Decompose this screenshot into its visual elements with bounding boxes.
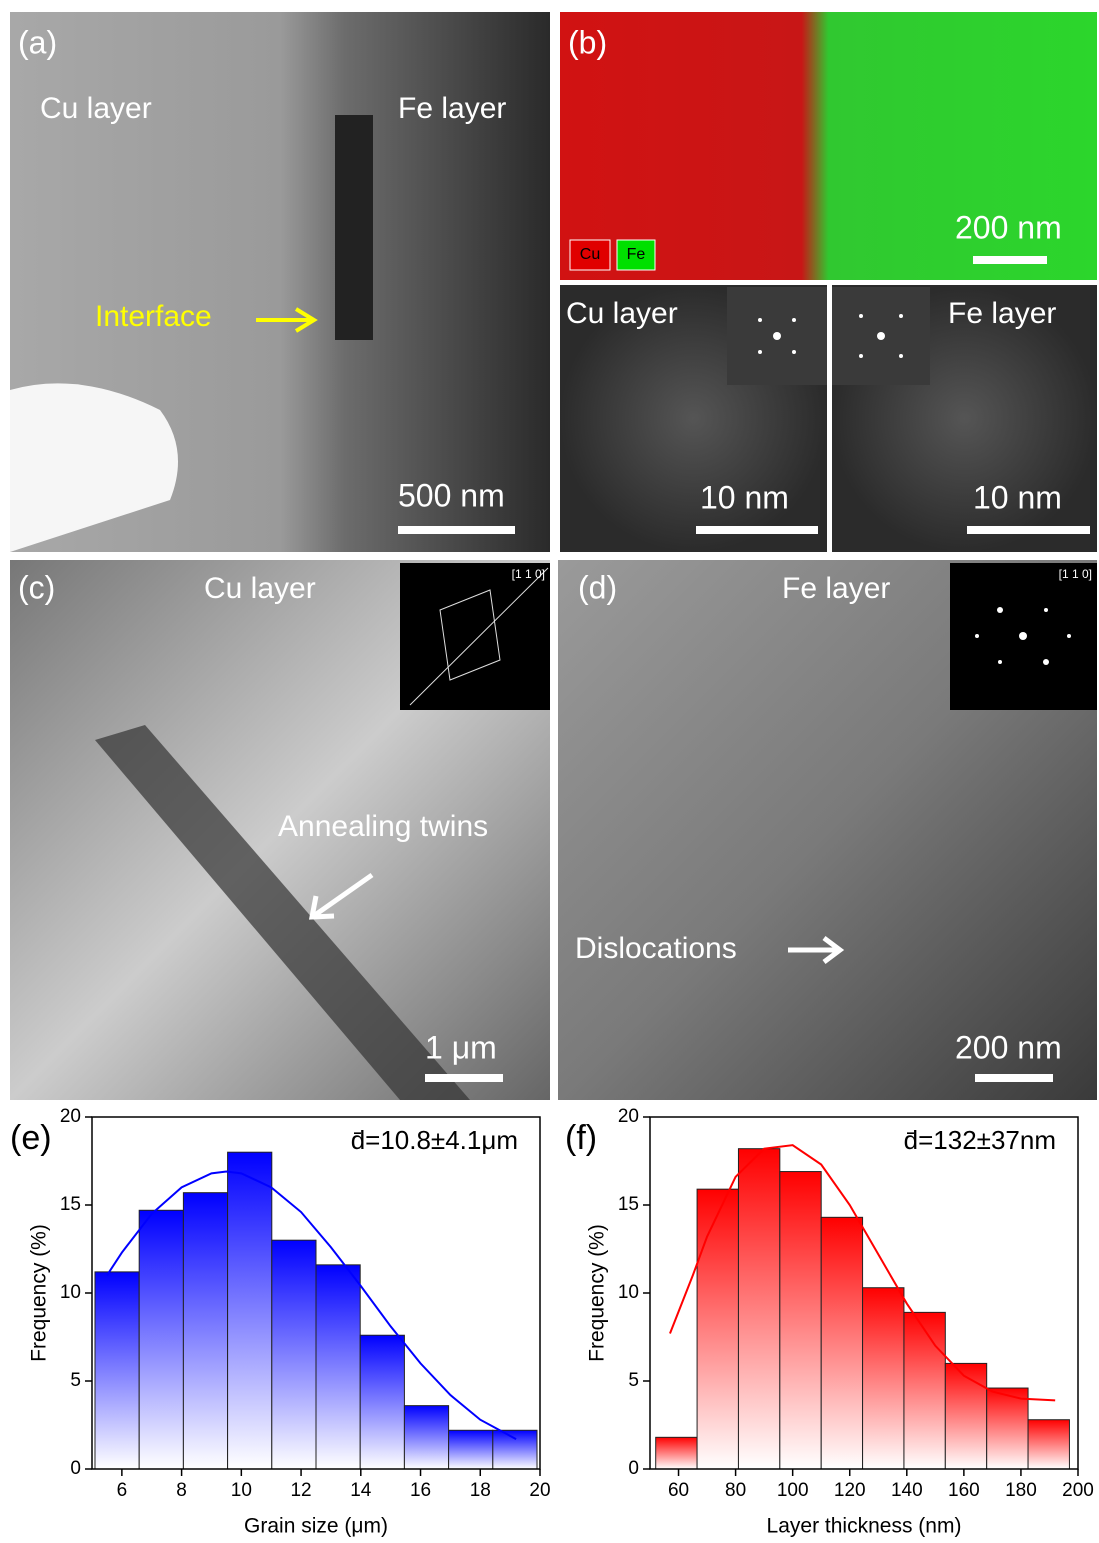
panel-label: (a) (18, 24, 57, 60)
legend-label: Cu (580, 246, 600, 263)
x-tick-label: 20 (529, 1480, 550, 1501)
figure: (a) Cu layer Fe layer Interface 500 nm (… (0, 0, 1099, 1543)
grain (335, 115, 373, 340)
panel-label: (c) (18, 569, 55, 605)
scale-bar-label: 500 nm (398, 477, 505, 513)
y-tick-label: 5 (628, 1370, 639, 1391)
bar (780, 1172, 821, 1469)
y-tick-label: 15 (60, 1194, 81, 1215)
x-tick-label: 100 (777, 1480, 809, 1501)
scale-bar-label: 200 nm (955, 1029, 1062, 1065)
x-tick-label: 16 (410, 1480, 431, 1501)
panel-label: (e) (10, 1119, 52, 1157)
layer-label: Fe layer (948, 297, 1056, 330)
bar (139, 1210, 183, 1469)
bar (316, 1265, 360, 1469)
bar (738, 1149, 779, 1469)
bar (1028, 1420, 1069, 1469)
scale-bar-label: 10 nm (700, 479, 789, 515)
zone-axis: [1 1 0] (512, 567, 545, 581)
x-tick-label: 14 (350, 1480, 372, 1501)
y-tick-label: 15 (618, 1194, 639, 1215)
x-tick-label: 60 (668, 1480, 689, 1501)
layer-label: Fe layer (782, 572, 890, 605)
legend-label: Fe (627, 246, 646, 263)
x-tick-label: 80 (725, 1480, 746, 1501)
x-tick-label: 6 (117, 1480, 128, 1501)
bar (656, 1437, 697, 1469)
bar (697, 1189, 738, 1469)
bar (228, 1152, 272, 1469)
layer-label: Cu layer (204, 572, 316, 605)
scale-bar-label: 1 μm (425, 1029, 497, 1065)
layer-label: Cu layer (566, 297, 678, 330)
y-axis-label: Frequency (%) (28, 1224, 51, 1362)
annotation: Annealing twins (278, 810, 488, 843)
panel-b: (b) Cu Fe 200 nm Cu layer 10 nm Fe layer… (560, 12, 1097, 552)
x-tick-label: 10 (231, 1480, 252, 1501)
bar (360, 1335, 404, 1469)
bar (404, 1406, 448, 1469)
x-tick-label: 140 (891, 1480, 923, 1501)
bar (272, 1240, 316, 1469)
bar (863, 1288, 904, 1469)
x-tick-label: 200 (1062, 1480, 1094, 1501)
y-tick-label: 20 (60, 1106, 81, 1127)
bar (95, 1272, 139, 1469)
bar (449, 1430, 493, 1469)
bar (904, 1312, 945, 1469)
layer-label: Cu layer (40, 92, 152, 125)
layer-label: Fe layer (398, 92, 506, 125)
annotation: d̄=10.8±4.1μm (351, 1125, 518, 1155)
bar (945, 1363, 986, 1469)
panel-label: (b) (568, 24, 607, 60)
annotation: d̄=132±37nm (904, 1125, 1056, 1155)
x-axis-label: Layer thickness (nm) (767, 1515, 962, 1538)
y-tick-label: 5 (70, 1370, 81, 1391)
panel-d: [1 1 0] (d) Fe layer Dislocations 200 nm (558, 560, 1097, 1100)
bar (821, 1217, 862, 1469)
page: (a) Cu layer Fe layer Interface 500 nm (… (0, 0, 1099, 1543)
y-axis-label: Frequency (%) (586, 1224, 609, 1362)
y-tick-label: 0 (70, 1458, 81, 1479)
bar (987, 1388, 1028, 1469)
panel-a: (a) Cu layer Fe layer Interface 500 nm (10, 12, 550, 552)
scale-bar-label: 10 nm (973, 479, 1062, 515)
x-tick-label: 120 (834, 1480, 866, 1501)
annotation: Interface (95, 300, 212, 333)
bar (493, 1430, 537, 1469)
x-tick-label: 18 (470, 1480, 491, 1501)
diffraction-inset (400, 563, 550, 710)
scale-bar-label: 200 nm (955, 209, 1062, 245)
x-tick-label: 12 (290, 1480, 311, 1501)
zone-axis: [1 1 0] (1059, 567, 1092, 581)
x-axis-label: Grain size (μm) (244, 1515, 388, 1538)
y-tick-label: 20 (618, 1106, 639, 1127)
x-tick-label: 180 (1005, 1480, 1037, 1501)
y-tick-label: 0 (628, 1458, 639, 1479)
panel-label: (f) (565, 1119, 597, 1157)
annotation: Dislocations (575, 932, 737, 965)
bar (183, 1193, 227, 1469)
panel-label: (d) (578, 569, 617, 605)
x-tick-label: 8 (176, 1480, 187, 1501)
panel-c: [1 1 0] (c) Cu layer Annealing twins 1 μ… (10, 560, 550, 1100)
y-tick-label: 10 (618, 1282, 639, 1303)
y-tick-label: 10 (60, 1282, 81, 1303)
x-tick-label: 160 (948, 1480, 980, 1501)
